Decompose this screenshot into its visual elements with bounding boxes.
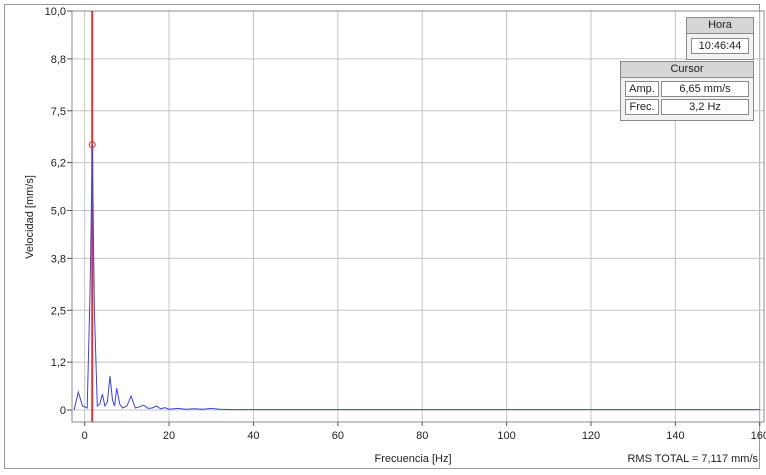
x-tick-label: 60 bbox=[332, 430, 344, 442]
cursor-amp-value: 6,65 mm/s bbox=[661, 81, 749, 97]
x-tick-label: 100 bbox=[497, 430, 515, 442]
y-axis: 0 1,2 2,5 3,8 5,0 6,2 7,5 8,8 10,0 bbox=[45, 6, 72, 417]
y-axis-title: Velocidad [mm/s] bbox=[24, 175, 36, 259]
y-tick-label: 10,0 bbox=[45, 6, 66, 18]
x-tick-label: 40 bbox=[247, 430, 259, 442]
y-tick-label: 8,8 bbox=[51, 54, 66, 66]
cursor-panel: Cursor Amp. 6,65 mm/s Frec. 3,2 Hz bbox=[620, 61, 754, 121]
cursor-amp-label: Amp. bbox=[625, 81, 659, 97]
y-tick-label: 7,5 bbox=[51, 106, 66, 118]
rms-total-label: RMS TOTAL = 7,117 mm/s bbox=[627, 453, 758, 465]
y-tick-label: 2,5 bbox=[51, 305, 66, 317]
x-tick-label: 0 bbox=[82, 430, 88, 442]
x-tick-label: 80 bbox=[416, 430, 428, 442]
hora-label: Hora bbox=[687, 18, 753, 34]
x-tick-label: 160 bbox=[751, 430, 766, 442]
cursor-frec-label: Frec. bbox=[625, 99, 659, 115]
y-tick-label: 5,0 bbox=[51, 206, 66, 218]
y-tick-label: 3,8 bbox=[51, 253, 66, 265]
cursor-frec-value: 3,2 Hz bbox=[661, 99, 749, 115]
hora-panel: Hora 10:46:44 bbox=[686, 17, 754, 60]
velocity-spectrum-line bbox=[73, 144, 760, 411]
cursor-marker bbox=[88, 141, 96, 149]
x-tick-label: 120 bbox=[582, 430, 600, 442]
plot-area bbox=[71, 10, 765, 423]
hora-value: 10:46:44 bbox=[691, 38, 749, 54]
y-tick-label: 0 bbox=[60, 405, 66, 417]
y-tick-label: 1,2 bbox=[51, 357, 66, 369]
x-axis-title: Frecuencia [Hz] bbox=[374, 453, 451, 465]
x-axis: 0 20 40 60 80 100 120 140 160 bbox=[82, 422, 766, 442]
y-tick-label: 6,2 bbox=[51, 158, 66, 170]
x-tick-label: 20 bbox=[163, 430, 175, 442]
x-tick-label: 140 bbox=[666, 430, 684, 442]
cursor-panel-title: Cursor bbox=[621, 62, 753, 78]
